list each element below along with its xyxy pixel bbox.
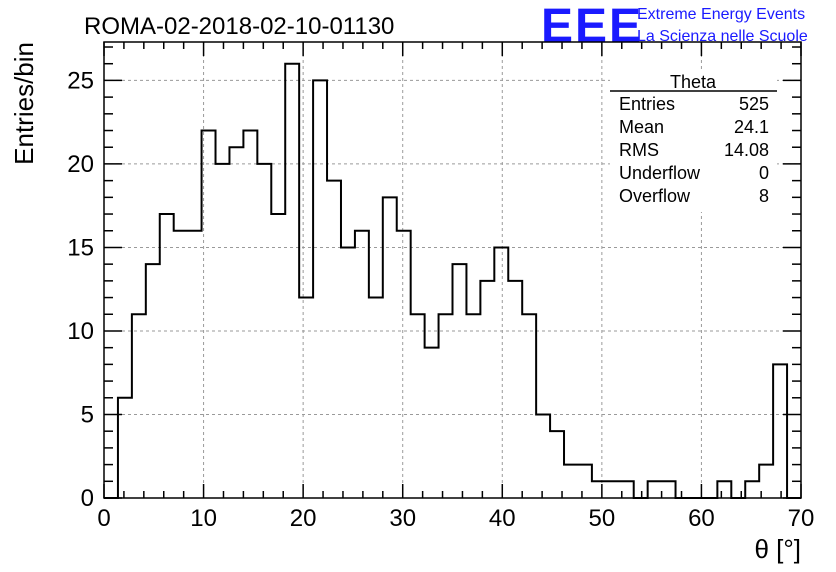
axis-ticks bbox=[103, 42, 802, 499]
x-tick-label: 70 bbox=[788, 505, 815, 532]
histogram-bin bbox=[327, 181, 341, 498]
y-tick-label: 10 bbox=[67, 318, 94, 345]
histogram-bin bbox=[648, 481, 662, 498]
histogram-bin bbox=[355, 231, 369, 498]
histogram-bin bbox=[341, 247, 355, 498]
histogram-bin bbox=[773, 364, 787, 498]
stats-label: RMS bbox=[619, 140, 659, 160]
histogram-bin bbox=[132, 314, 146, 498]
stats-label: Entries bbox=[619, 94, 675, 114]
grid-lines bbox=[104, 42, 801, 498]
histogram-bin bbox=[466, 314, 480, 498]
chart-title: ROMA-02-2018-02-10-01130 bbox=[84, 13, 394, 40]
histogram-bin bbox=[146, 264, 160, 498]
histogram-bin bbox=[550, 431, 564, 498]
logo-line-2: La Scienza nelle Scuole bbox=[637, 28, 808, 45]
stats-value: 8 bbox=[759, 186, 769, 206]
histogram-bin bbox=[745, 481, 759, 498]
stats-label: Overflow bbox=[619, 186, 691, 206]
histogram-bin bbox=[425, 348, 439, 498]
axis-tick-labels: 0 10 20 30 40 50 60 70 0 5 10 15 20 25 bbox=[67, 67, 814, 532]
x-tick-label: 20 bbox=[290, 505, 317, 532]
histogram-bin bbox=[271, 214, 285, 498]
histogram-bin bbox=[229, 147, 243, 498]
histogram-bin bbox=[453, 264, 467, 498]
histogram-bin bbox=[592, 481, 606, 498]
stats-value: 24.1 bbox=[734, 117, 769, 137]
histogram-bin bbox=[160, 214, 174, 498]
stats-value: 525 bbox=[739, 94, 769, 114]
eee-logo-mark: EEE bbox=[541, 0, 643, 53]
histogram-bin bbox=[188, 231, 202, 498]
x-tick-label: 0 bbox=[97, 505, 110, 532]
stats-box: Theta Entries 525 Mean 24.1 RMS 14.08 Underflo… bbox=[610, 70, 777, 212]
x-tick-label: 30 bbox=[389, 505, 416, 532]
histogram-bin bbox=[564, 465, 578, 498]
histogram-bin bbox=[397, 231, 411, 498]
histogram-bin bbox=[285, 64, 299, 498]
histogram-bin bbox=[383, 197, 397, 498]
y-tick-label: 25 bbox=[67, 67, 94, 94]
stats-value: 0 bbox=[759, 163, 769, 183]
plot-frame bbox=[103, 41, 802, 499]
histogram-bin bbox=[662, 481, 676, 498]
x-tick-label: 50 bbox=[589, 505, 616, 532]
histogram-bin bbox=[717, 481, 731, 498]
histogram-bin bbox=[299, 298, 313, 498]
histogram-bin bbox=[494, 247, 508, 498]
x-tick-label: 60 bbox=[688, 505, 715, 532]
histogram-bin bbox=[411, 314, 425, 498]
stats-title: Theta bbox=[670, 72, 717, 92]
y-tick-label: 20 bbox=[67, 151, 94, 178]
histogram-bin bbox=[369, 298, 383, 498]
x-tick-label: 10 bbox=[190, 505, 217, 532]
histogram-bin bbox=[522, 314, 536, 498]
histogram-bin bbox=[313, 80, 327, 498]
histogram-bin bbox=[174, 231, 188, 498]
histogram-bin bbox=[536, 414, 550, 498]
x-axis-label: θ [°] bbox=[754, 534, 801, 564]
stats-label: Underflow bbox=[619, 163, 701, 183]
histogram-bin bbox=[216, 164, 230, 498]
y-tick-label: 15 bbox=[67, 234, 94, 261]
histogram-bin bbox=[480, 281, 494, 498]
histogram-bin bbox=[508, 281, 522, 498]
histogram-outline bbox=[104, 62, 801, 499]
y-tick-label: 0 bbox=[81, 485, 94, 512]
histogram-bin bbox=[118, 398, 132, 498]
x-tick-label: 40 bbox=[489, 505, 516, 532]
histogram-bin bbox=[439, 314, 453, 498]
stats-label: Mean bbox=[619, 117, 664, 137]
histogram-bin bbox=[606, 481, 620, 498]
histogram-bin bbox=[243, 131, 257, 498]
y-tick-label: 5 bbox=[81, 401, 94, 428]
histogram-bin bbox=[578, 465, 592, 498]
y-axis-label: Entries/bin bbox=[9, 42, 39, 165]
histogram-bin bbox=[257, 164, 271, 498]
logo-line-1: Extreme Energy Events bbox=[637, 6, 805, 23]
stats-value: 14.08 bbox=[724, 140, 769, 160]
